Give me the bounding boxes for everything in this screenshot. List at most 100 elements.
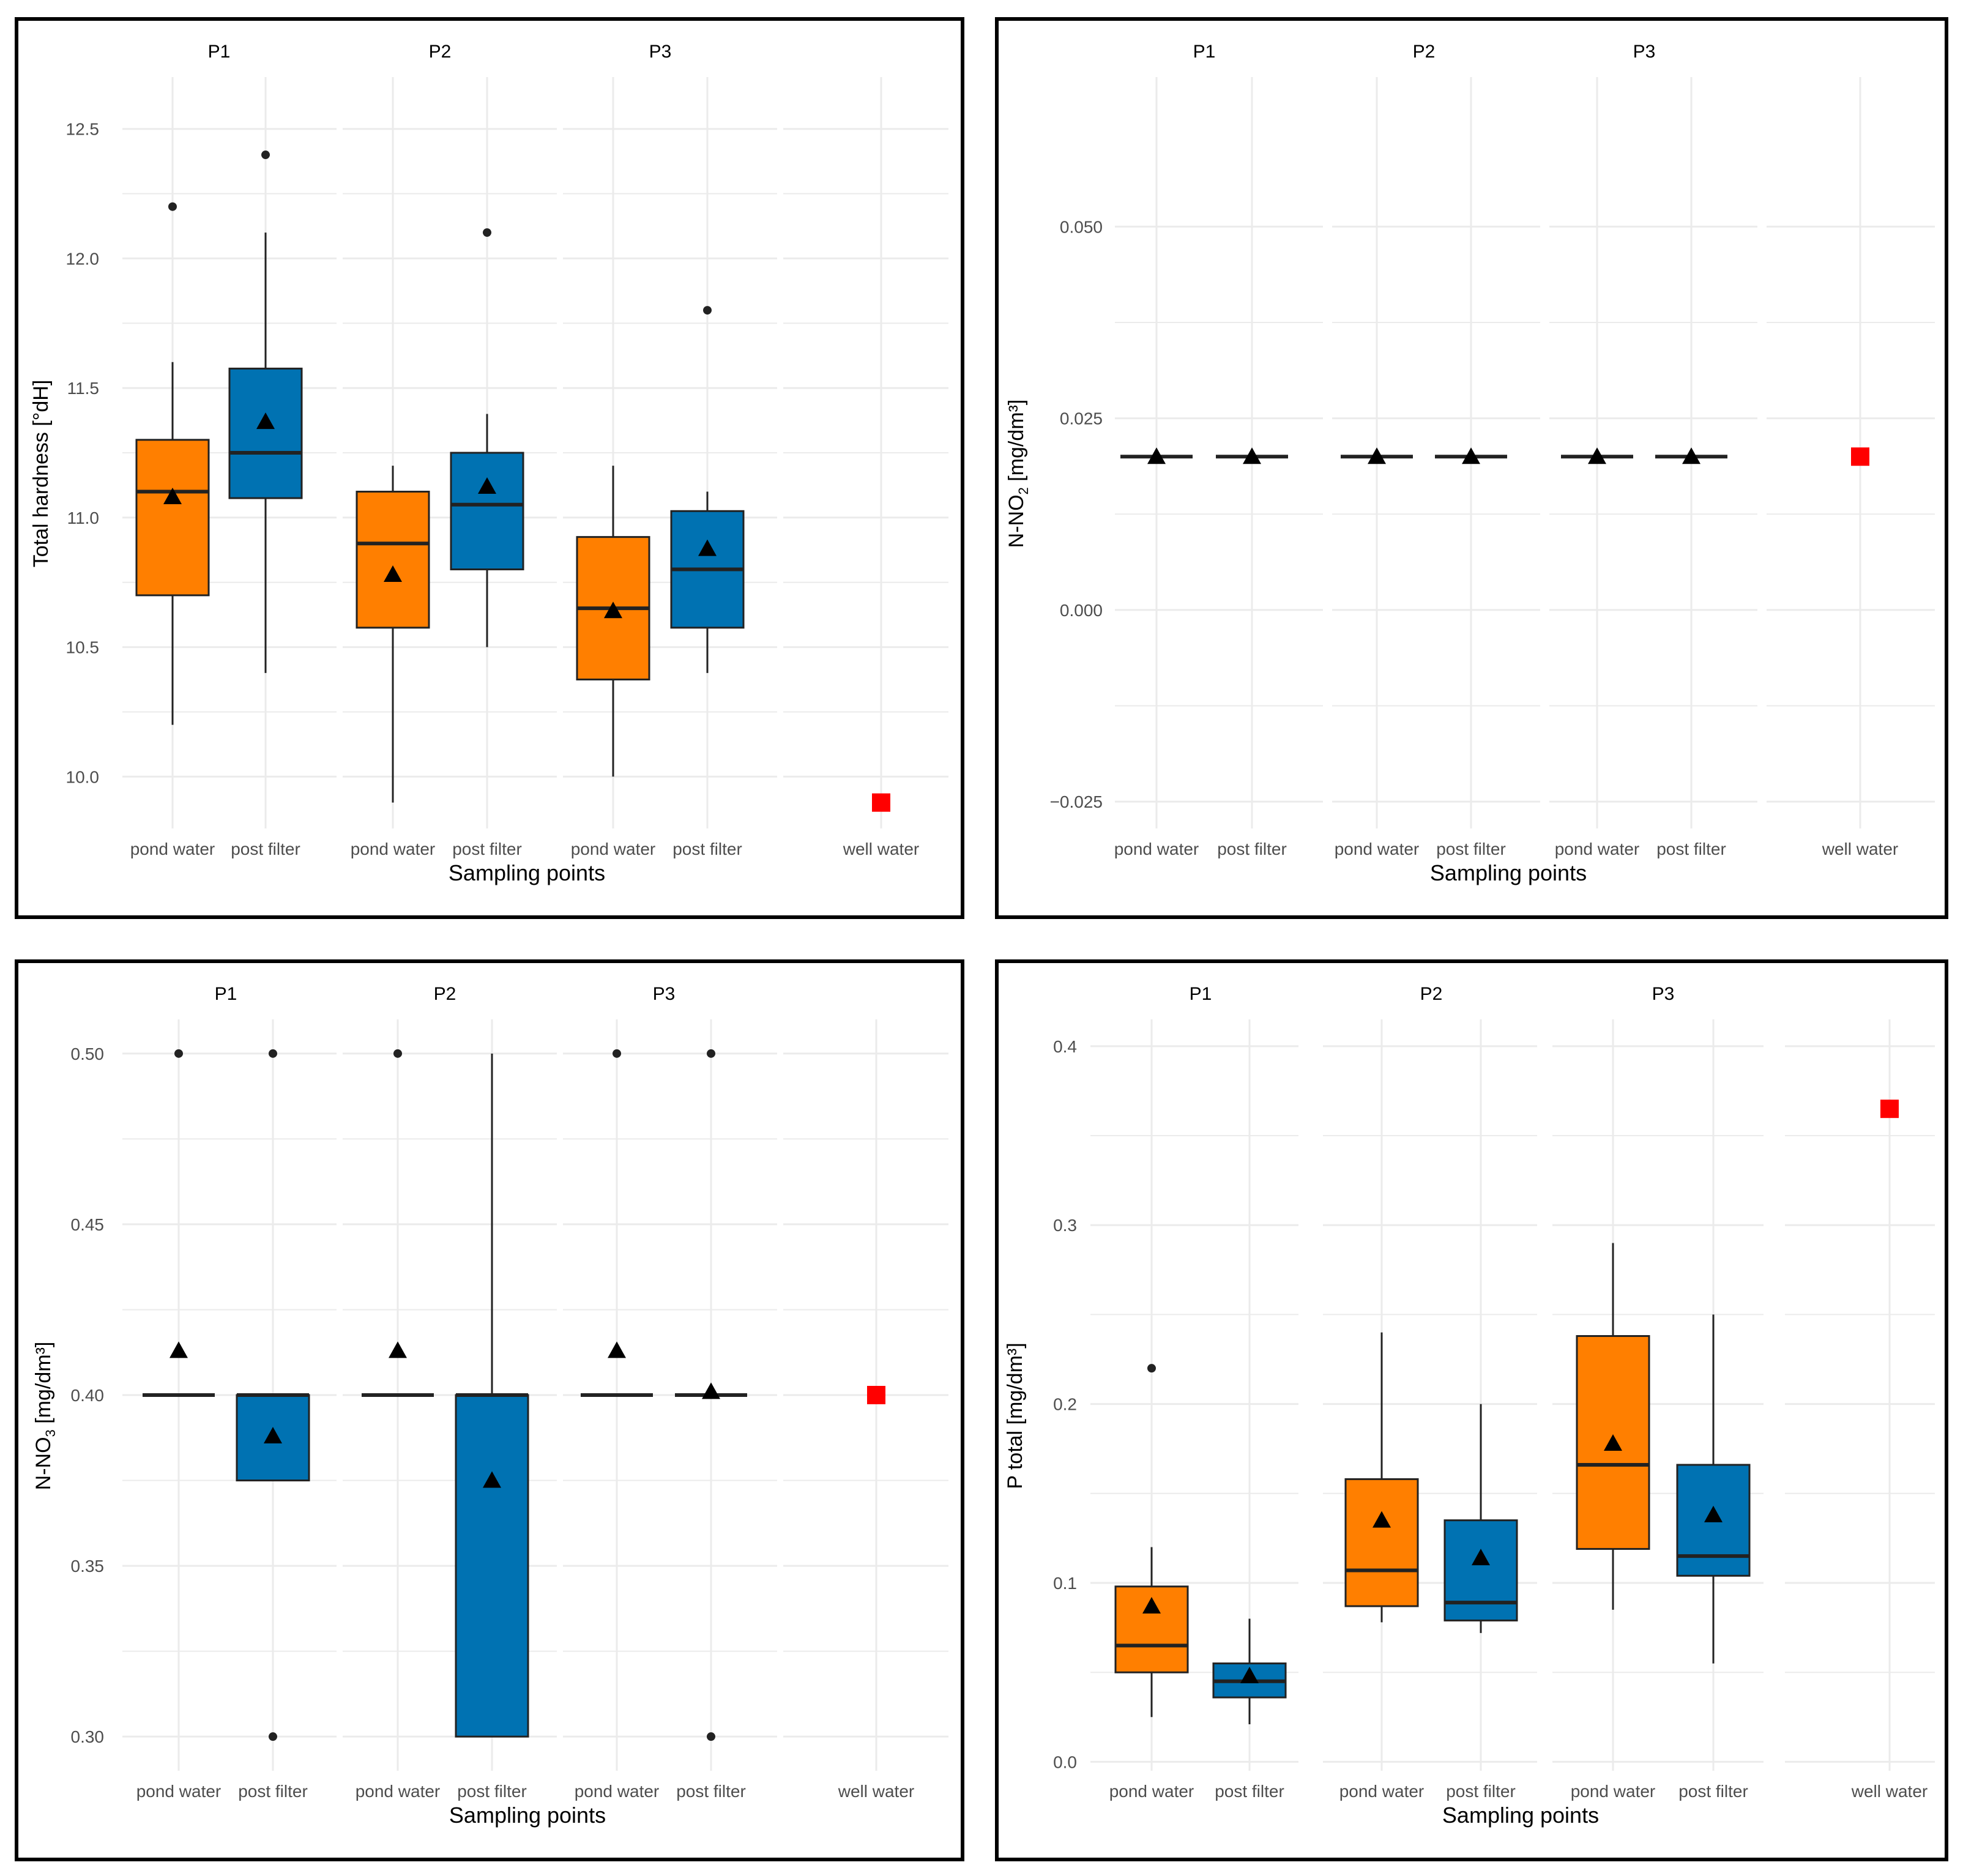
x-axis-label: Sampling points [449, 1803, 606, 1828]
facet-strip-label: P2 [429, 42, 452, 62]
mean-triangle [604, 601, 622, 619]
x-category-label: post filter [1217, 839, 1287, 858]
box-iqr [450, 452, 524, 571]
y-tick-label: 10.0 [66, 767, 100, 786]
well-water-point [872, 793, 890, 812]
panel-p-total: 0.0 0.1 0.2 0.3 0.4 P total [mg/dm³] P1 P2 P3 pon… [995, 959, 1948, 1861]
outlier-point [261, 151, 270, 160]
mean-triangle [1368, 447, 1386, 464]
y-tick-label: 0.45 [71, 1215, 105, 1234]
x-category-label: post filter [1446, 1782, 1516, 1801]
facet-strip-label: P3 [1633, 42, 1656, 62]
box-iqr [455, 1394, 529, 1738]
panel-n-no3: 0.30 0.35 0.40 0.45 0.50 N-NO3 [mg/dm³] P1 P2 P3… [15, 959, 964, 1861]
mean-triangle [1472, 1549, 1490, 1566]
chart-n-no2: −0.025 0.000 0.025 0.050 N-NO2 [mg/dm³] P1 P2 P… [1005, 42, 1935, 885]
mean-triangle [608, 1341, 626, 1358]
outlier-point [613, 1049, 621, 1058]
y-axis-label: Total hardness [°dH] [29, 380, 53, 568]
x-category-label: post filter [231, 839, 300, 858]
mean-triangle [483, 1471, 501, 1488]
mean-triangle [1243, 447, 1261, 464]
mean-triangle [1142, 1597, 1161, 1614]
outlier-point [269, 1732, 277, 1741]
x-category-label: pond water [130, 839, 215, 858]
y-tick-label: 12.0 [66, 249, 100, 268]
x-category-label: post filter [238, 1782, 308, 1801]
mean-triangle [1373, 1511, 1391, 1528]
y-tick-label: 0.3 [1053, 1216, 1077, 1235]
mean-triangle [698, 539, 717, 556]
well-water-point [1851, 447, 1869, 466]
y-tick-label: 0.025 [1060, 409, 1103, 428]
box-iqr [228, 367, 303, 499]
mean-triangle [1462, 447, 1480, 464]
x-category-label: well water [1851, 1782, 1928, 1801]
facet-strip-label: P3 [649, 42, 672, 62]
y-axis-label: N-NO2 [mg/dm³] [1005, 400, 1031, 548]
x-category-label: post filter [1215, 1782, 1284, 1801]
y-tick-label: 12.5 [66, 120, 100, 139]
mean-triangle [256, 412, 275, 430]
mean-triangle [264, 1426, 282, 1443]
x-category-label: pond water [1339, 1782, 1425, 1801]
x-category-label: pond water [571, 839, 656, 858]
x-category-label: pond water [1335, 839, 1420, 858]
facet-strip-label: P1 [215, 984, 237, 1004]
mean-triangle [1604, 1434, 1622, 1451]
facet-strip-label: P1 [1190, 984, 1212, 1004]
outlier-point [707, 1049, 715, 1058]
x-category-label: post filter [457, 1782, 527, 1801]
facet-strip-label: P2 [434, 984, 456, 1004]
outlier-point [393, 1049, 402, 1058]
outlier-point [174, 1049, 183, 1058]
x-category-label: pond water [575, 1782, 660, 1801]
well-water-point [867, 1386, 885, 1404]
x-category-label: well water [838, 1782, 914, 1801]
mean-triangle [478, 477, 496, 494]
mean-triangle [384, 565, 402, 583]
mean-triangle [1704, 1505, 1723, 1522]
outlier-point [1147, 1364, 1156, 1373]
facet-strip-label: P1 [208, 42, 231, 62]
x-axis-label: Sampling points [1430, 860, 1587, 885]
mean-triangle [1682, 447, 1700, 464]
x-category-label: post filter [452, 839, 522, 858]
mean-triangle [1147, 447, 1166, 464]
x-category-label: post filter [672, 839, 742, 858]
box-iqr [1344, 1478, 1419, 1607]
x-category-label: post filter [676, 1782, 746, 1801]
x-category-label: pond water [1114, 839, 1199, 858]
x-category-label: post filter [1678, 1782, 1748, 1801]
outlier-point [483, 228, 491, 237]
y-tick-label: 0.30 [71, 1727, 105, 1746]
box-iqr [356, 491, 430, 629]
chart-n-no3: 0.30 0.35 0.40 0.45 0.50 N-NO3 [mg/dm³] P1 P2 P3… [32, 984, 948, 1828]
box-iqr [1576, 1335, 1650, 1550]
x-axis-label: Sampling points [1442, 1803, 1599, 1828]
y-tick-label: 10.5 [66, 638, 100, 657]
y-tick-label: 0.4 [1053, 1037, 1077, 1056]
outlier-point [168, 202, 177, 211]
y-tick-label: 0.1 [1053, 1574, 1077, 1593]
x-category-label: post filter [1436, 839, 1506, 858]
x-category-label: well water [843, 839, 919, 858]
mean-triangle [169, 1341, 188, 1358]
mean-triangle [702, 1382, 720, 1399]
x-category-label: pond water [351, 839, 436, 858]
well-water-point [1880, 1100, 1899, 1119]
box-iqr [135, 439, 210, 597]
panel-total-hardness: 10.0 10.5 11.0 11.5 12.0 12.5 Total hardness [… [15, 17, 964, 919]
y-axis-label: P total [mg/dm³] [1004, 1342, 1027, 1489]
outlier-point [703, 306, 712, 315]
y-tick-label: 0.35 [71, 1557, 105, 1576]
mean-triangle [389, 1341, 407, 1358]
mean-triangle [1588, 447, 1606, 464]
x-axis-label: Sampling points [449, 860, 605, 885]
chart-p-total: 0.0 0.1 0.2 0.3 0.4 P total [mg/dm³] P1 P2 P3 pon… [1004, 984, 1935, 1828]
y-tick-label: 0.000 [1060, 601, 1103, 620]
y-tick-label: 0.40 [71, 1386, 105, 1405]
y-tick-label: 0.0 [1053, 1752, 1077, 1771]
y-tick-label: 11.0 [67, 508, 99, 527]
outlier-point [707, 1732, 715, 1741]
